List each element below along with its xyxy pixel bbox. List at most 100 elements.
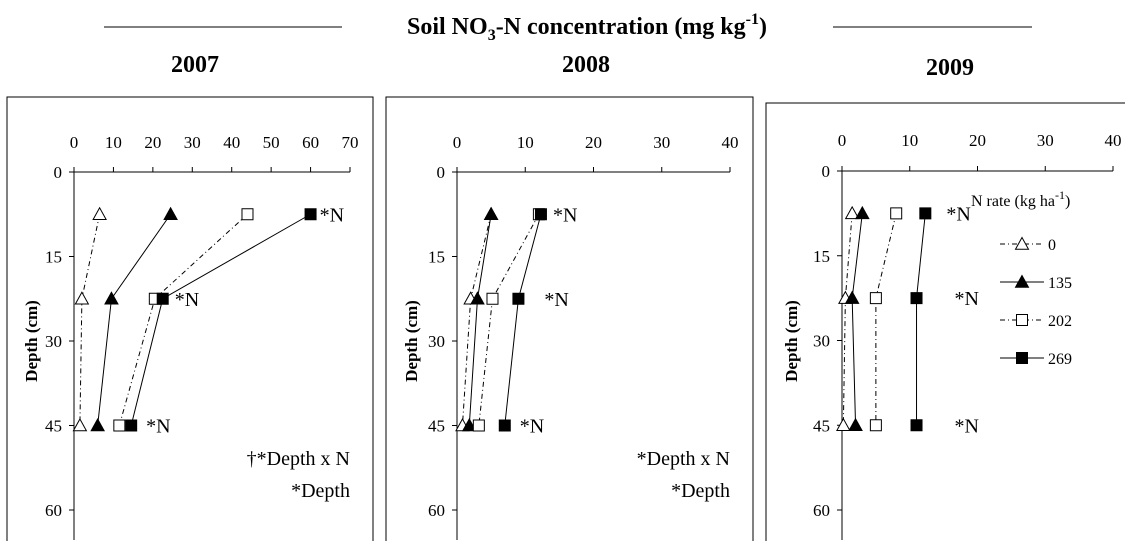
series-line-0: [79, 214, 101, 426]
series-line-135: [468, 214, 492, 426]
stat-note: *Depth x N: [637, 448, 730, 470]
data-point-202: [486, 292, 499, 305]
data-point-269: [910, 292, 923, 305]
plot-2007: 0 10 20 30 40 50 60 70 0 15 30 45 60 Depth (cm) *N *N *N…: [22, 133, 359, 540]
figure-title: Soil NO3-N concentration (mg kg-1): [407, 11, 767, 44]
data-point-0: [836, 417, 851, 431]
data-point-269: [156, 292, 169, 305]
data-point-202: [472, 419, 485, 432]
x-tick-label: 10: [517, 133, 534, 152]
y-tick-label: 45: [45, 417, 62, 436]
series-line-202: [478, 214, 540, 426]
data-point-269: [534, 208, 547, 221]
x-tick-label: 20: [585, 133, 602, 152]
significance-label: *N: [955, 415, 979, 437]
y-tick-label: 0: [54, 163, 63, 182]
data-point-0: [72, 417, 88, 432]
y-axis-label: Depth (cm): [782, 300, 801, 382]
x-tick-label: 10: [105, 133, 122, 152]
x-tick-label: 70: [342, 133, 359, 152]
data-point-135: [848, 417, 863, 431]
y-tick-label: 45: [813, 416, 830, 435]
stat-note: †*Depth x N: [247, 448, 350, 470]
series-line-269: [504, 214, 542, 426]
y-tick-label: 30: [428, 332, 445, 351]
year-label-2009: 2009: [926, 55, 974, 81]
significance-label: *N: [146, 416, 170, 438]
data-point-269: [512, 292, 525, 305]
plot-2008: 0 10 20 30 40 0 15 30 45 60 Depth (cm) *N *N *N *Depth…: [402, 133, 739, 540]
data-point-0: [74, 291, 90, 305]
figure-title-group: Soil NO3-N concentration (mg kg-1): [104, 11, 1032, 44]
significance-label: *N: [175, 289, 199, 311]
data-point-202: [890, 207, 903, 220]
data-point-269: [304, 208, 317, 221]
data-point-135: [854, 205, 870, 220]
data-point-269: [498, 419, 511, 432]
legend-title: N rate (kg ha-1): [971, 188, 1070, 210]
significance-label: *N: [520, 416, 544, 438]
legend-marker: [1014, 274, 1030, 288]
x-tick-label: 50: [263, 133, 280, 152]
legend-marker: [1016, 314, 1028, 326]
legend-marker: [1014, 236, 1030, 250]
x-tick-label: 20: [144, 133, 161, 152]
x-tick-label: 0: [838, 131, 847, 150]
series-line-0: [461, 214, 492, 426]
data-point-269: [919, 207, 932, 220]
year-label-2007: 2007: [171, 52, 219, 78]
plot-2009: 0 10 20 30 40 0 15 30 45 60 Depth (cm) *N *N *N: [782, 131, 1122, 540]
data-point-269: [125, 419, 138, 432]
data-point-135: [163, 206, 178, 220]
panel-frame-2007: [6, 96, 374, 541]
data-point-269: [910, 419, 923, 432]
data-point-135: [483, 206, 499, 220]
data-point-202: [241, 208, 254, 221]
data-point-202: [113, 419, 126, 432]
series-line-135: [851, 213, 863, 426]
y-tick-label: 30: [45, 332, 62, 351]
stat-note: *Depth: [291, 480, 350, 502]
x-tick-label: 40: [722, 133, 739, 152]
x-tick-label: 0: [453, 133, 462, 152]
legend-label: 0: [1048, 237, 1056, 254]
legend-label: 202: [1048, 313, 1072, 330]
series-line-269: [916, 213, 926, 426]
y-axis-label: Depth (cm): [402, 300, 421, 382]
x-tick-label: 30: [184, 133, 201, 152]
x-tick-label: 0: [70, 133, 79, 152]
legend-label: 135: [1048, 275, 1072, 292]
significance-label: *N: [553, 204, 577, 226]
x-tick-label: 30: [653, 133, 670, 152]
data-point-202: [869, 292, 882, 305]
data-point-135: [104, 291, 119, 305]
panel-frame-2009: [765, 102, 1125, 541]
stat-note: *Depth: [671, 480, 730, 502]
significance-label: *N: [544, 289, 568, 311]
x-tick-label: 40: [1105, 131, 1122, 150]
y-tick-label: 0: [822, 162, 831, 181]
x-tick-label: 20: [969, 131, 986, 150]
y-tick-label: 45: [428, 417, 445, 436]
y-tick-label: 15: [45, 248, 62, 267]
y-tick-label: 30: [813, 332, 830, 351]
data-point-135: [461, 417, 477, 432]
data-point-135: [90, 417, 106, 432]
series-line-202: [875, 213, 897, 426]
legend: N rate (kg ha-1) 0 135 202 269: [971, 188, 1072, 368]
data-point-202: [869, 419, 882, 432]
data-point-0: [92, 206, 107, 220]
y-tick-label: 15: [428, 248, 445, 267]
significance-label: *N: [946, 203, 970, 225]
x-tick-label: 40: [223, 133, 240, 152]
y-tick-label: 0: [437, 163, 446, 182]
data-point-0: [844, 205, 860, 220]
x-tick-label: 60: [302, 133, 319, 152]
y-axis-label: Depth (cm): [22, 300, 41, 382]
data-point-135: [470, 291, 485, 305]
series-line-135: [97, 213, 172, 426]
y-tick-label: 60: [45, 501, 62, 520]
x-tick-label: 10: [901, 131, 918, 150]
series-line-0: [842, 213, 853, 426]
